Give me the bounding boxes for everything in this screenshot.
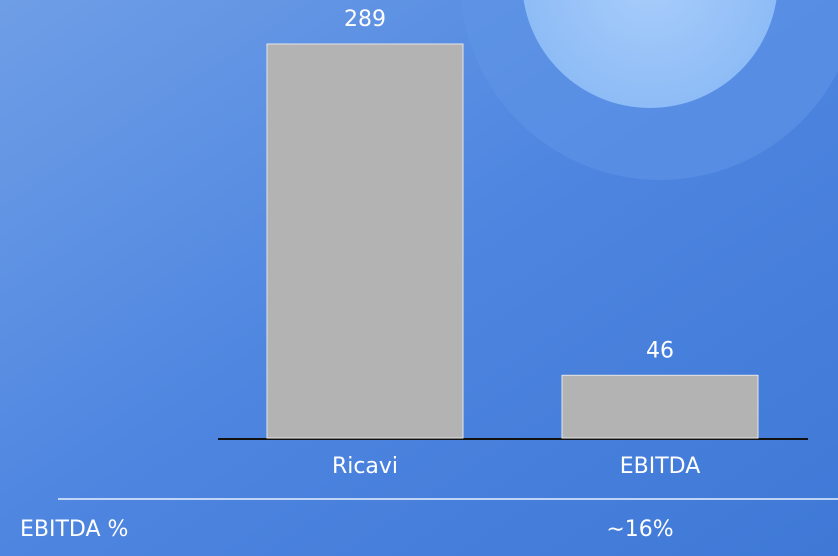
bar <box>266 43 464 439</box>
background-circle <box>523 0 777 108</box>
bar <box>561 374 759 439</box>
x-tick-label: Ricavi <box>332 454 398 479</box>
annotation-value: ∼16% <box>606 517 673 542</box>
data-label: 46 <box>646 338 674 363</box>
x-tick-label: EBITDA <box>620 454 701 479</box>
annotation-label: EBITDA % <box>20 517 128 542</box>
data-label: 289 <box>344 7 386 32</box>
